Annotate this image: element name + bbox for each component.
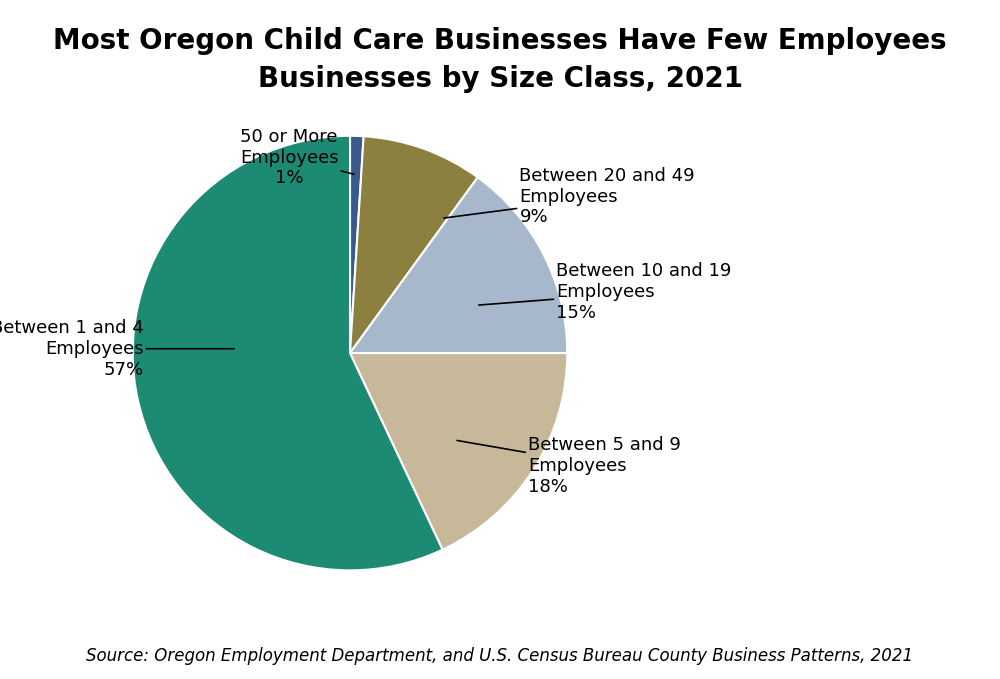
Wedge shape: [350, 136, 478, 353]
Wedge shape: [133, 136, 443, 570]
Text: Source: Oregon Employment Department, and U.S. Census Bureau County Business Pat: Source: Oregon Employment Department, an…: [86, 647, 914, 665]
Wedge shape: [350, 136, 364, 353]
Text: Between 20 and 49
Employees
9%: Between 20 and 49 Employees 9%: [444, 167, 695, 226]
Wedge shape: [350, 353, 567, 550]
Text: Most Oregon Child Care Businesses Have Few Employees: Most Oregon Child Care Businesses Have F…: [53, 27, 947, 55]
Text: Businesses by Size Class, 2021: Businesses by Size Class, 2021: [258, 65, 742, 92]
Text: Between 5 and 9
Employees
18%: Between 5 and 9 Employees 18%: [457, 437, 681, 496]
Wedge shape: [350, 177, 567, 353]
Text: 50 or More
Employees
1%: 50 or More Employees 1%: [240, 128, 354, 187]
Text: Between 10 and 19
Employees
15%: Between 10 and 19 Employees 15%: [479, 263, 732, 322]
Text: Between 1 and 4
Employees
57%: Between 1 and 4 Employees 57%: [0, 319, 234, 378]
